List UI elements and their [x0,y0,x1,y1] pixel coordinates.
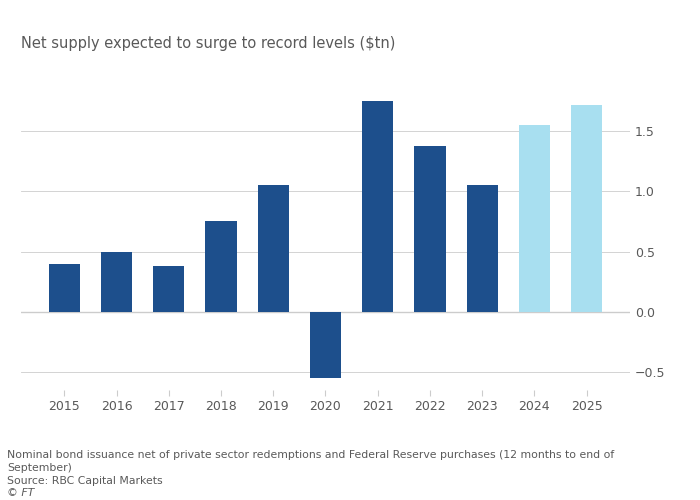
Bar [414,146,446,312]
Bar [571,104,602,312]
Text: September): September) [7,463,72,473]
Text: Nominal bond issuance net of private sector redemptions and Federal Reserve purc: Nominal bond issuance net of private sec… [7,450,615,460]
Bar [362,101,393,312]
Bar [101,252,132,312]
Text: © FT: © FT [7,488,34,498]
Bar [153,266,185,312]
Text: Source: RBC Capital Markets: Source: RBC Capital Markets [7,476,162,486]
Bar [258,186,289,312]
Text: Net supply expected to surge to record levels ($tn): Net supply expected to surge to record l… [21,36,395,52]
Bar [310,312,341,378]
Bar [519,125,550,312]
Bar [205,222,237,312]
Bar [49,264,80,312]
Bar [466,186,498,312]
